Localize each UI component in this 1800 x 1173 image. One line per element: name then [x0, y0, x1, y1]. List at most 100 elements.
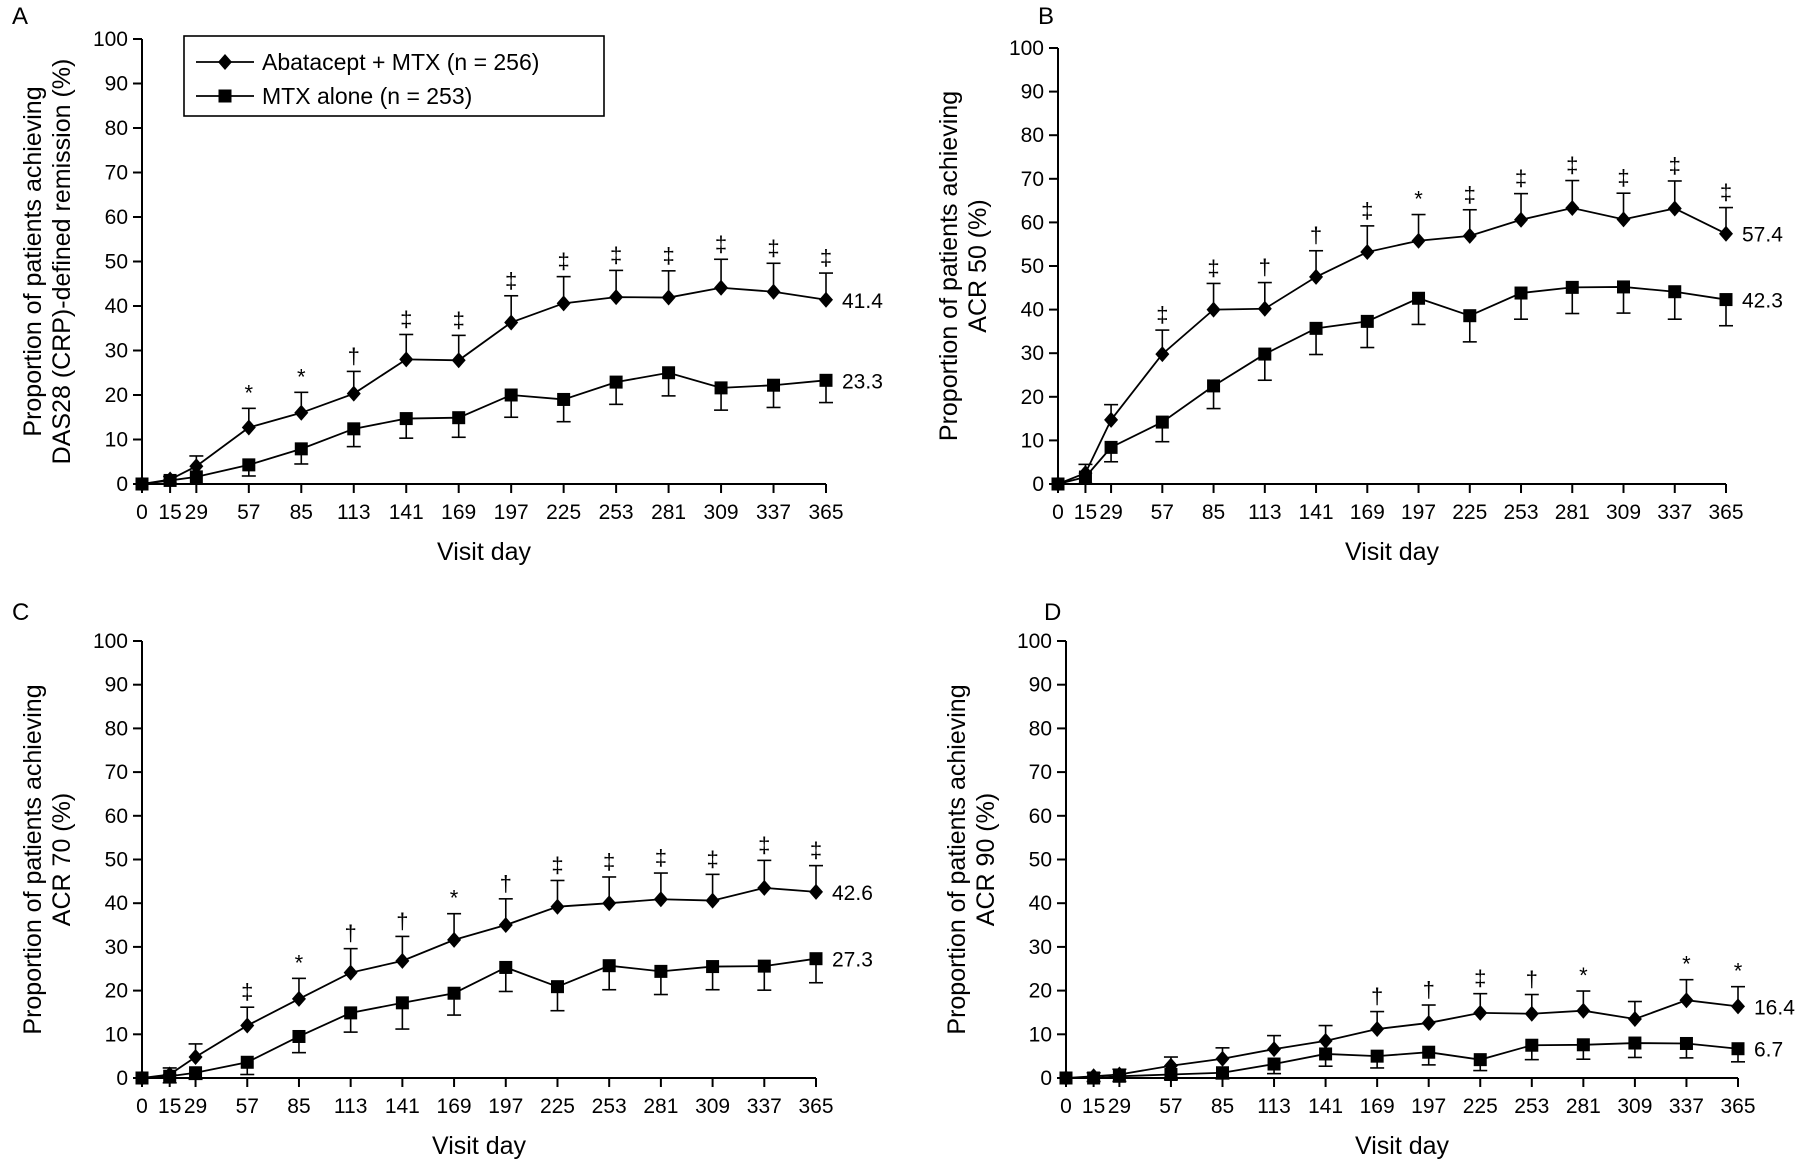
- y-tick-label: 60: [1029, 805, 1052, 828]
- x-tick-label: 0: [1052, 501, 1064, 524]
- y-axis-title: Proportion of patients achieving ACR 50 (…: [935, 91, 992, 441]
- square-marker: [1078, 470, 1092, 484]
- significance-marker: †: [1259, 255, 1271, 280]
- y-tick-label: 80: [105, 717, 128, 740]
- square-marker: [1164, 1068, 1178, 1082]
- diamond-marker: [504, 314, 519, 331]
- square-marker: [447, 986, 461, 1000]
- diamond-marker: [1257, 300, 1272, 317]
- panel-letter: B: [1038, 3, 1054, 30]
- y-axis-title-line: ACR 90 (%): [972, 793, 1000, 926]
- y-axis-title: Proportion of patients achieving ACR 70 (…: [19, 684, 76, 1034]
- y-tick-label: 0: [1032, 473, 1044, 496]
- y-tick-label: 100: [1009, 37, 1044, 60]
- significance-marker: *: [1682, 952, 1691, 977]
- x-tick-label: 197: [494, 501, 529, 524]
- x-tick-label: 365: [798, 1095, 833, 1118]
- x-tick-label: 85: [290, 501, 313, 524]
- y-axis-title-line: Proportion of patients achieving: [19, 86, 47, 436]
- significance-marker: ‡: [241, 979, 253, 1004]
- diamond-marker: [757, 879, 772, 896]
- x-tick-label: 197: [1411, 1095, 1446, 1118]
- diamond-marker: [346, 385, 361, 402]
- y-tick-label: 20: [105, 980, 128, 1003]
- y-tick-label: 100: [1017, 630, 1052, 653]
- y-tick-label: 30: [1029, 936, 1052, 959]
- x-tick-label: 309: [704, 501, 739, 524]
- diamond-marker: [609, 289, 624, 306]
- diamond-marker: [556, 295, 571, 312]
- significance-marker: †: [348, 343, 360, 368]
- panel-letter: C: [12, 599, 29, 626]
- diamond-marker: [550, 898, 565, 915]
- y-tick-label: 70: [1029, 761, 1052, 784]
- diamond-marker: [294, 404, 309, 421]
- significance-marker: ‡: [1464, 182, 1476, 207]
- diamond-marker: [602, 895, 617, 912]
- diamond-marker: [705, 892, 720, 909]
- diamond-marker: [1267, 1041, 1282, 1058]
- square-marker: [557, 392, 571, 406]
- x-tick-label: 365: [1708, 501, 1743, 524]
- significance-marker: ‡: [810, 838, 822, 863]
- y-tick-label: 70: [105, 761, 128, 784]
- y-axis-title: Proportion of patients achieving DAS28 (C…: [19, 59, 76, 465]
- x-tick-label: 85: [1211, 1095, 1234, 1118]
- square-marker: [189, 1066, 203, 1080]
- square-marker: [1731, 1042, 1745, 1056]
- square-marker: [1267, 1057, 1281, 1071]
- significance-marker: ‡: [453, 307, 465, 332]
- diamond-marker: [291, 990, 306, 1007]
- square-marker: [1370, 1049, 1384, 1063]
- x-tick-label: 281: [1555, 501, 1590, 524]
- y-tick-label: 90: [105, 674, 128, 697]
- y-tick-label: 50: [1029, 849, 1052, 872]
- diamond-marker: [1627, 1011, 1642, 1028]
- chart-panel-d: D 0 10 20 30 40 50 60 70 80 90 100 0 15 29 57 85 113 141 16…: [943, 599, 1795, 1160]
- x-tick-label: 85: [287, 1095, 310, 1118]
- significance-marker: ‡: [706, 846, 718, 871]
- diamond-marker: [1104, 411, 1119, 428]
- diamond-marker: [188, 1049, 203, 1066]
- end-value-label: 42.6: [832, 882, 873, 905]
- x-tick-label: 225: [1463, 1095, 1498, 1118]
- diamond-marker: [1473, 1004, 1488, 1021]
- x-tick-label: 169: [441, 501, 476, 524]
- x-tick-label: 225: [546, 501, 581, 524]
- diamond-marker: [1667, 200, 1682, 217]
- y-axis-title-line: Proportion of patients achieving: [19, 684, 47, 1034]
- series-mtx-alone: 42.3: [1051, 280, 1783, 491]
- significance-marker: *: [245, 380, 254, 405]
- y-tick-label: 20: [105, 384, 128, 407]
- significance-marker: ‡: [1474, 966, 1486, 991]
- square-marker: [1112, 1069, 1126, 1083]
- x-tick-label: 225: [1452, 501, 1487, 524]
- series-line: [1057, 207, 1727, 485]
- significance-marker: ‡: [400, 306, 412, 331]
- x-tick-label: 197: [488, 1095, 523, 1118]
- x-tick-label: 0: [1060, 1095, 1072, 1118]
- square-marker: [163, 473, 177, 487]
- significance-marker: ‡: [820, 245, 832, 270]
- square-marker: [609, 375, 623, 389]
- x-tick-label: 141: [1308, 1095, 1343, 1118]
- y-tick-label: 10: [105, 1023, 128, 1046]
- significance-marker: †: [1371, 984, 1383, 1009]
- panel-letter: D: [1044, 599, 1061, 626]
- x-tick-label: 57: [1151, 501, 1174, 524]
- significance-marker: ‡: [662, 243, 674, 268]
- x-tick-label: 337: [747, 1095, 782, 1118]
- end-value-label: 16.4: [1754, 996, 1795, 1019]
- x-tick-label: 85: [1202, 501, 1225, 524]
- significance-marker: ‡: [1566, 153, 1578, 178]
- square-marker: [1051, 477, 1065, 491]
- square-marker: [706, 960, 720, 974]
- significance-marker: ‡: [1617, 165, 1629, 190]
- x-tick-label: 197: [1401, 501, 1436, 524]
- square-marker: [767, 378, 781, 392]
- square-marker: [452, 411, 466, 425]
- significance-marker: *: [295, 950, 304, 975]
- square-marker: [347, 422, 361, 436]
- diamond-marker: [1360, 244, 1375, 261]
- y-axis-title-line: ACR 70 (%): [48, 793, 76, 926]
